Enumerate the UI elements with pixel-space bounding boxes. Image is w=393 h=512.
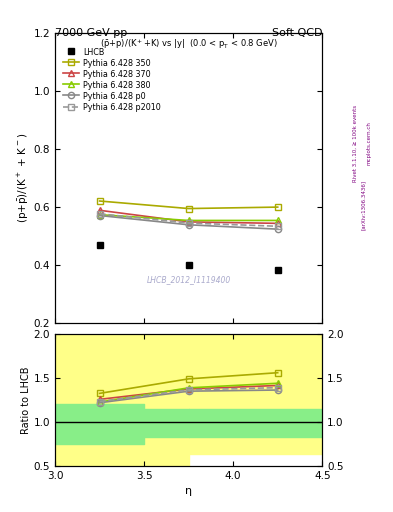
Line: Pythia 6.428 p2010: Pythia 6.428 p2010 — [96, 210, 281, 229]
Line: Pythia 6.428 350: Pythia 6.428 350 — [96, 198, 281, 211]
LHCB — [275, 267, 280, 273]
Line: Pythia 6.428 p0: Pythia 6.428 p0 — [96, 212, 281, 232]
Text: Rivet 3.1.10, ≥ 100k events: Rivet 3.1.10, ≥ 100k events — [353, 105, 358, 182]
Pythia 6.428 380 — [275, 218, 280, 224]
Text: LHCB_2012_I1119400: LHCB_2012_I1119400 — [147, 275, 231, 285]
LHCB — [186, 262, 191, 268]
Pythia 6.428 380 — [97, 211, 102, 218]
Line: Pythia 6.428 380: Pythia 6.428 380 — [96, 211, 281, 224]
Text: Soft QCD: Soft QCD — [272, 28, 322, 38]
X-axis label: η: η — [185, 486, 192, 496]
Pythia 6.428 p0 — [97, 212, 102, 219]
Pythia 6.428 350 — [186, 205, 191, 211]
LHCB — [97, 242, 102, 248]
Line: Pythia 6.428 370: Pythia 6.428 370 — [96, 207, 281, 226]
Pythia 6.428 370 — [97, 207, 102, 214]
Pythia 6.428 350 — [97, 198, 102, 204]
Pythia 6.428 370 — [186, 219, 191, 225]
Text: 7000 GeV pp: 7000 GeV pp — [55, 28, 127, 38]
Pythia 6.428 380 — [186, 218, 191, 224]
Pythia 6.428 p2010 — [97, 211, 102, 217]
Text: [arXiv:1306.3436]: [arXiv:1306.3436] — [361, 180, 366, 230]
Text: ($\bar{\rm p}$+p)/(K$^+$+K) vs |y|  (0.0 < p$_{\rm T}$ < 0.8 GeV): ($\bar{\rm p}$+p)/(K$^+$+K) vs |y| (0.0 … — [100, 38, 277, 51]
Pythia 6.428 350 — [275, 204, 280, 210]
Legend: LHCB, Pythia 6.428 350, Pythia 6.428 370, Pythia 6.428 380, Pythia 6.428 p0, Pyt: LHCB, Pythia 6.428 350, Pythia 6.428 370… — [62, 46, 163, 113]
Y-axis label: Ratio to LHCB: Ratio to LHCB — [21, 366, 31, 434]
Pythia 6.428 p2010 — [275, 223, 280, 229]
Y-axis label: (p+$\bar{\rm p}$)/(K$^+$ + K$^-$): (p+$\bar{\rm p}$)/(K$^+$ + K$^-$) — [16, 133, 31, 223]
Pythia 6.428 370 — [275, 220, 280, 226]
Pythia 6.428 p0 — [186, 222, 191, 228]
Pythia 6.428 p0 — [275, 226, 280, 232]
Text: mcplots.cern.ch: mcplots.cern.ch — [367, 121, 372, 165]
Pythia 6.428 p2010 — [186, 220, 191, 226]
Line: LHCB: LHCB — [96, 242, 281, 273]
